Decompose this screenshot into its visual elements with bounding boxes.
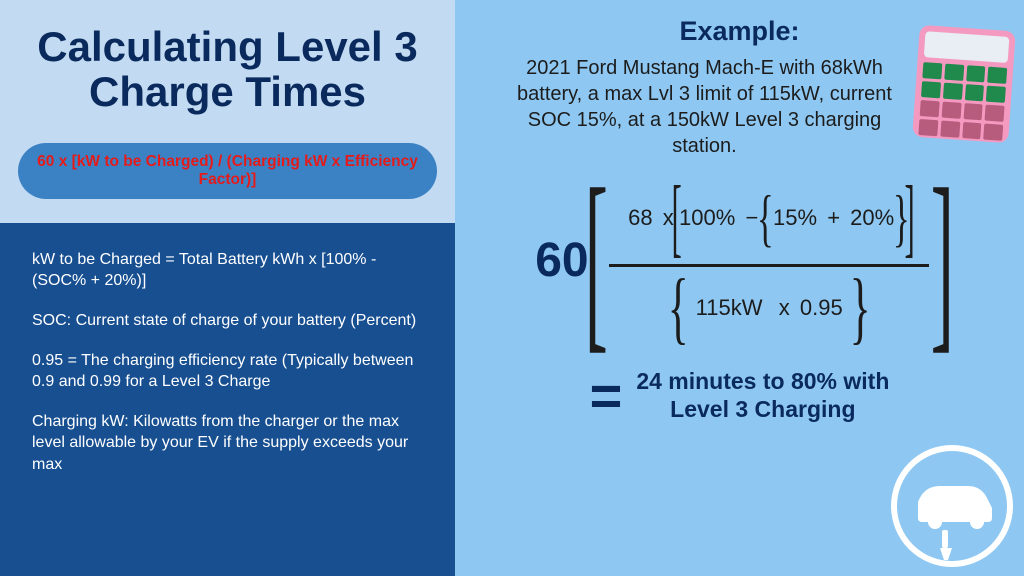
fraction-line — [609, 264, 929, 267]
eq-soc: 15% — [773, 205, 817, 231]
result-line-1: 24 minutes to 80% with — [636, 368, 889, 396]
calculator-icon — [912, 25, 1016, 143]
bracket-close-icon: ] — [931, 175, 954, 345]
result-row: = 24 minutes to 80% with Level 3 Chargin… — [483, 363, 996, 428]
fraction-numerator: 68 x [ 100% − { 15% + 20% } ] — [628, 182, 910, 254]
eq-eff: 0.95 — [800, 295, 843, 321]
bracket-open-icon: [ — [584, 175, 607, 345]
eq-multiplier: 60 — [535, 233, 588, 288]
result-line-2: Level 3 Charging — [636, 396, 889, 424]
eq-limit: 115kW — [696, 295, 763, 321]
eq-battery: 68 — [628, 205, 652, 231]
bracket-open-icon: [ — [671, 182, 681, 254]
eq-times: x — [779, 295, 790, 321]
eq-buffer: 20% — [850, 205, 894, 231]
def-efficiency: 0.95 = The charging efficiency rate (Typ… — [32, 350, 423, 393]
equals-sign: = — [590, 363, 623, 428]
bracket-close-icon: ] — [904, 182, 914, 254]
brace-open-icon: { — [668, 277, 689, 339]
brace-close-icon: } — [849, 277, 870, 339]
eq-plus: + — [827, 205, 840, 231]
example-panel: Example: 2021 Ford Mustang Mach-E with 6… — [455, 0, 1024, 576]
def-kw-to-charge: kW to be Charged = Total Battery kWh x [… — [32, 249, 423, 292]
result-text: 24 minutes to 80% with Level 3 Charging — [636, 368, 889, 423]
ev-charging-icon — [888, 442, 1016, 570]
definitions-panel: kW to be Charged = Total Battery kWh x [… — [0, 223, 455, 576]
equation: 60 [ 68 x [ 100% − { 15% + 20% } ] — [483, 175, 996, 345]
formula-panel: 60 x [kW to be Charged) / (Charging kW x… — [0, 133, 455, 223]
def-soc: SOC: Current state of charge of your bat… — [32, 310, 423, 332]
eq-hundred: 100% — [679, 205, 735, 231]
def-charging-kw: Charging kW: Kilowatts from the charger … — [32, 411, 423, 476]
equation-fraction: 68 x [ 100% − { 15% + 20% } ] { 1 — [601, 176, 937, 345]
brace-open-icon: { — [757, 193, 774, 243]
fraction-denominator: { 115kW x 0.95 } — [671, 277, 867, 339]
title-panel: Calculating Level 3 Charge Times — [0, 0, 455, 133]
page-title: Calculating Level 3 Charge Times — [30, 24, 425, 115]
formula-text: 60 x [kW to be Charged) / (Charging kW x… — [18, 143, 437, 199]
